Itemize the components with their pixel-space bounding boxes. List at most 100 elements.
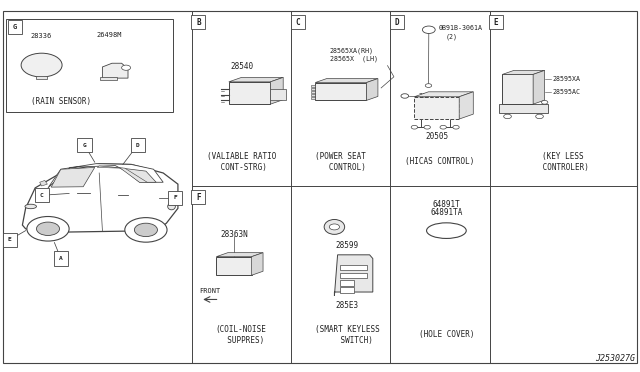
Text: 28540: 28540	[230, 62, 253, 71]
Polygon shape	[252, 253, 263, 275]
Text: 28595AC: 28595AC	[552, 89, 580, 95]
Circle shape	[36, 222, 60, 235]
Circle shape	[440, 125, 447, 129]
Bar	[191, 190, 205, 204]
Bar	[340, 265, 367, 270]
Text: 28363N: 28363N	[220, 230, 248, 239]
Text: G: G	[83, 142, 86, 148]
Text: A: A	[59, 256, 63, 261]
Polygon shape	[415, 97, 460, 119]
Text: D: D	[394, 18, 399, 27]
Polygon shape	[229, 77, 283, 82]
Bar	[131, 138, 145, 152]
Polygon shape	[22, 164, 178, 232]
Polygon shape	[415, 92, 474, 97]
Bar	[77, 138, 92, 152]
Text: 26498M: 26498M	[96, 32, 122, 38]
Bar	[6, 19, 173, 112]
Bar	[390, 15, 404, 29]
Text: (RAIN SENSOR): (RAIN SENSOR)	[31, 97, 91, 106]
Text: 28565X  (LH): 28565X (LH)	[330, 55, 378, 62]
Polygon shape	[315, 83, 366, 100]
Text: 64891T: 64891T	[433, 200, 460, 209]
Polygon shape	[460, 92, 474, 119]
Polygon shape	[102, 63, 128, 78]
Bar	[35, 188, 49, 202]
Circle shape	[426, 84, 432, 87]
Text: (COIL-NOISE
  SUPPRES): (COIL-NOISE SUPPRES)	[216, 325, 267, 344]
Text: 28599: 28599	[335, 241, 359, 250]
Polygon shape	[334, 255, 372, 296]
Text: C: C	[40, 193, 44, 198]
Circle shape	[21, 53, 62, 77]
Bar	[100, 77, 117, 80]
Text: 28595XA: 28595XA	[552, 76, 580, 82]
Text: B: B	[196, 18, 201, 27]
Text: (2): (2)	[446, 33, 458, 40]
Text: E: E	[493, 18, 499, 27]
Polygon shape	[502, 70, 545, 74]
Text: F: F	[173, 195, 177, 201]
Text: (SMART KEYLESS
    SWITCH): (SMART KEYLESS SWITCH)	[315, 325, 380, 344]
Ellipse shape	[25, 204, 36, 209]
Circle shape	[424, 125, 430, 129]
Circle shape	[504, 114, 511, 119]
Circle shape	[401, 94, 408, 98]
Text: F: F	[196, 193, 201, 202]
Bar	[312, 85, 316, 87]
Text: D: D	[136, 142, 140, 148]
Polygon shape	[315, 78, 378, 83]
Polygon shape	[533, 70, 545, 104]
Bar	[340, 280, 355, 286]
Ellipse shape	[324, 219, 344, 234]
Text: G: G	[13, 24, 17, 30]
Bar	[3, 233, 17, 247]
Circle shape	[125, 218, 167, 242]
Bar	[489, 15, 503, 29]
Circle shape	[453, 125, 460, 129]
Bar	[36, 76, 47, 79]
Ellipse shape	[168, 203, 175, 210]
Text: E: E	[8, 237, 12, 243]
Bar	[168, 191, 182, 205]
Ellipse shape	[427, 223, 466, 238]
Text: 28470A: 28470A	[419, 93, 443, 99]
Polygon shape	[366, 78, 378, 100]
Text: J253027G: J253027G	[595, 355, 636, 363]
Polygon shape	[216, 257, 252, 275]
Text: 28565XA(RH): 28565XA(RH)	[330, 48, 374, 54]
Circle shape	[329, 224, 339, 230]
Text: 20505: 20505	[425, 132, 449, 141]
Text: 285E3: 285E3	[335, 301, 359, 310]
Polygon shape	[97, 166, 147, 182]
Bar	[8, 20, 22, 34]
Bar	[312, 94, 316, 96]
Polygon shape	[229, 82, 270, 104]
Text: (POWER SEAT
   CONTROL): (POWER SEAT CONTROL)	[316, 152, 366, 171]
Text: FRONT: FRONT	[199, 288, 221, 294]
Bar	[312, 91, 316, 93]
Text: (HOLE COVER): (HOLE COVER)	[419, 330, 474, 339]
Text: (VALIABLE RATIO
 CONT-STRG): (VALIABLE RATIO CONT-STRG)	[207, 152, 276, 171]
Bar	[291, 15, 305, 29]
Circle shape	[27, 217, 69, 241]
Text: N: N	[427, 27, 431, 32]
Bar	[340, 287, 355, 292]
Polygon shape	[40, 180, 47, 186]
Circle shape	[134, 223, 157, 237]
Bar	[191, 15, 205, 29]
Text: (KEY LESS
 CONTROLER): (KEY LESS CONTROLER)	[538, 152, 589, 171]
Bar	[340, 273, 367, 278]
Circle shape	[536, 114, 543, 119]
Circle shape	[412, 125, 417, 129]
Text: 64891TA: 64891TA	[430, 208, 463, 217]
Polygon shape	[51, 167, 95, 187]
Polygon shape	[502, 74, 533, 104]
Circle shape	[422, 26, 435, 33]
Circle shape	[122, 65, 131, 70]
Circle shape	[541, 100, 548, 104]
Polygon shape	[270, 77, 283, 104]
Text: (HICAS CONTROL): (HICAS CONTROL)	[405, 157, 475, 166]
Polygon shape	[499, 104, 548, 113]
Text: C: C	[295, 18, 300, 27]
